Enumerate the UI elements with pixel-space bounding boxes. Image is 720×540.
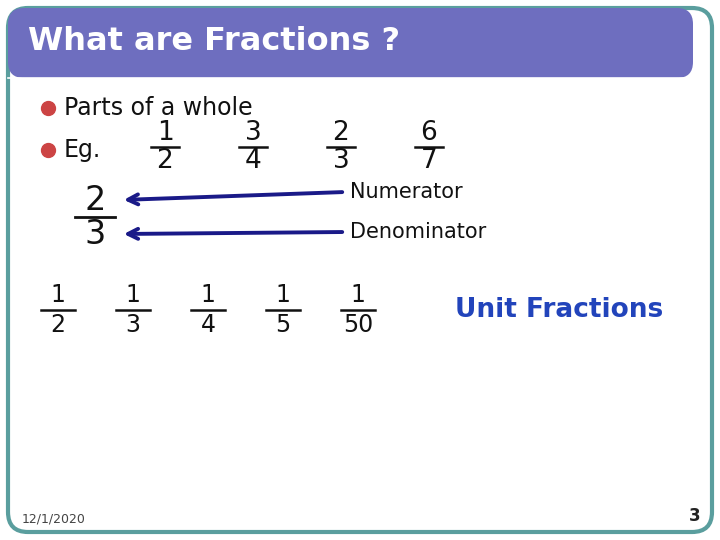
Text: 2: 2	[50, 313, 66, 337]
Text: Numerator: Numerator	[350, 182, 463, 202]
Text: Unit Fractions: Unit Fractions	[455, 297, 663, 323]
Text: 1: 1	[50, 283, 66, 307]
Text: 7: 7	[420, 148, 437, 174]
Text: What are Fractions ?: What are Fractions ?	[28, 26, 400, 57]
Text: Parts of a whole: Parts of a whole	[64, 96, 253, 120]
FancyBboxPatch shape	[8, 8, 693, 78]
Text: 1: 1	[157, 120, 174, 146]
Text: Denominator: Denominator	[350, 222, 486, 242]
Text: 1: 1	[351, 283, 366, 307]
Text: 3: 3	[333, 148, 349, 174]
Text: 5: 5	[275, 313, 291, 337]
Text: 2: 2	[84, 184, 106, 217]
Text: 1: 1	[276, 283, 290, 307]
Text: 1: 1	[125, 283, 140, 307]
Text: 3: 3	[245, 120, 261, 146]
Text: 4: 4	[200, 313, 215, 337]
Text: 3: 3	[688, 507, 700, 525]
Text: 6: 6	[420, 120, 437, 146]
Text: 3: 3	[84, 218, 106, 251]
Text: 3: 3	[125, 313, 140, 337]
FancyBboxPatch shape	[8, 8, 712, 532]
Text: 4: 4	[245, 148, 261, 174]
Text: 50: 50	[343, 313, 373, 337]
Text: 1: 1	[201, 283, 215, 307]
Text: 2: 2	[333, 120, 349, 146]
Text: Eg.: Eg.	[64, 138, 102, 162]
Text: 12/1/2020: 12/1/2020	[22, 512, 86, 525]
Text: 2: 2	[157, 148, 174, 174]
